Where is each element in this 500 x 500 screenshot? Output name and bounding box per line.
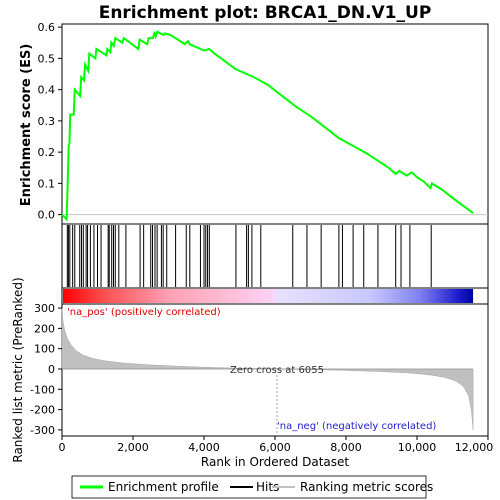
metric-y-tick-label: 0 [48, 363, 55, 376]
zero-cross-label: Zero cross at 6055 [230, 365, 324, 376]
legend-label-ranking-metric: Ranking metric scores [300, 480, 433, 494]
rank-gradient [63, 289, 474, 303]
es-y-tick-label: 0.2 [38, 146, 56, 159]
es-y-tick-label: 0.5 [38, 52, 56, 65]
x-axis-label: Rank in Ordered Dataset [201, 455, 349, 469]
es-y-tick-label: 0.1 [38, 177, 56, 190]
es-y-tick-label: 0.4 [38, 84, 56, 97]
es-y-tick-label: 0.0 [38, 209, 56, 222]
chart-title: Enrichment plot: BRCA1_DN.V1_UP [99, 3, 432, 23]
hits-panel-frame [61, 223, 489, 289]
x-tick-label: 6,000 [259, 441, 291, 454]
x-tick-label: 12,000 [455, 441, 494, 454]
hits-marks [66, 225, 432, 287]
es-y-axis: 0.0 0.1 0.2 0.3 0.4 0.5 0.6 [38, 21, 62, 222]
es-y-tick-label: 0.6 [38, 21, 56, 34]
es-panel-frame [61, 23, 489, 225]
x-tick-label: 8,000 [330, 441, 362, 454]
metric-y-axis: -300 -200 -100 0 100 200 300 [30, 302, 62, 437]
neg-label: 'na_neg' (negatively correlated) [277, 421, 436, 432]
enrichment-profile-line [61, 30, 474, 222]
x-tick-label: 10,000 [398, 441, 437, 454]
legend-label-enrichment-profile: Enrichment profile [108, 480, 219, 494]
metric-y-tick-label: 300 [34, 302, 55, 315]
metric-y-tick-label: -100 [30, 383, 55, 396]
legend-label-hits: Hits [256, 480, 279, 494]
es-y-axis-label: Enrichment score (ES) [19, 44, 34, 207]
x-tick-label: 0 [59, 441, 66, 454]
x-tick-label: 4,000 [188, 441, 220, 454]
metric-y-tick-label: -300 [30, 424, 55, 437]
pos-label: 'na_pos' (positively correlated) [67, 307, 221, 318]
metric-y-tick-label: 200 [34, 322, 55, 335]
metric-y-tick-label: 100 [34, 343, 55, 356]
x-axis: 0 2,000 4,000 6,000 8,000 10,000 12,000 [59, 436, 494, 454]
x-tick-label: 2,000 [117, 441, 149, 454]
es-y-tick-label: 0.3 [38, 115, 56, 128]
metric-y-tick-label: -200 [30, 404, 55, 417]
metric-y-axis-label: Ranked list metric (PreRanked) [11, 277, 25, 462]
